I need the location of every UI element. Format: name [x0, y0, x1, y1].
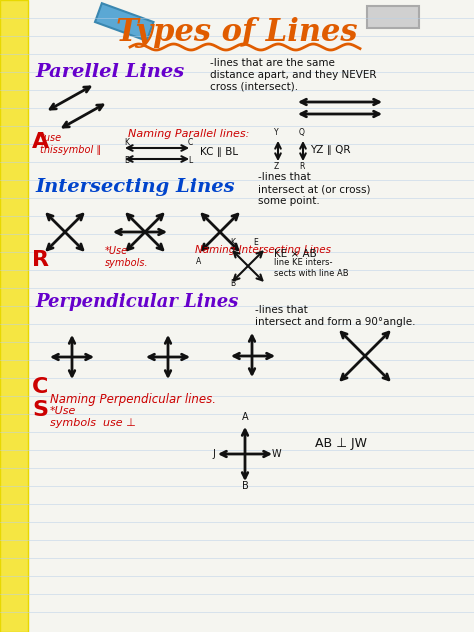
Text: B: B — [124, 156, 129, 165]
Text: S: S — [32, 400, 48, 420]
Text: K: K — [124, 138, 129, 147]
Text: Types of Lines: Types of Lines — [116, 16, 358, 47]
Text: Q: Q — [299, 128, 305, 137]
Text: A: A — [32, 132, 49, 152]
Text: -lines that
intersect and form a 90°angle.: -lines that intersect and form a 90°angl… — [255, 305, 416, 327]
Text: Intersecting Lines: Intersecting Lines — [35, 178, 235, 196]
Text: Parellel Lines: Parellel Lines — [35, 63, 184, 81]
Text: Naming Perpendicular lines.: Naming Perpendicular lines. — [50, 394, 216, 406]
Text: B: B — [242, 481, 249, 491]
Text: *Use
symbols.: *Use symbols. — [105, 246, 149, 268]
Text: KE ⨯ AB: KE ⨯ AB — [274, 249, 317, 259]
Text: R: R — [32, 250, 49, 270]
Text: *use
thissymbol ∥: *use thissymbol ∥ — [40, 133, 101, 155]
Text: *Use
symbols  use ⊥: *Use symbols use ⊥ — [50, 406, 136, 428]
Text: line KE inters-
sects with line AB: line KE inters- sects with line AB — [274, 258, 348, 277]
Text: -lines that
intersect at (or cross)
some point.: -lines that intersect at (or cross) some… — [258, 173, 371, 205]
Text: Naming Intersecting Lines: Naming Intersecting Lines — [195, 245, 331, 255]
Text: K: K — [230, 238, 235, 247]
Text: AB ⊥ JW: AB ⊥ JW — [315, 437, 367, 451]
FancyBboxPatch shape — [0, 0, 28, 632]
Text: YZ ∥ QR: YZ ∥ QR — [310, 145, 350, 155]
Text: C: C — [188, 138, 193, 147]
Bar — [95, 3, 154, 41]
Text: Perpendicular Lines: Perpendicular Lines — [35, 293, 238, 311]
Text: J: J — [212, 449, 215, 459]
Text: Naming Parallel lines:: Naming Parallel lines: — [128, 129, 249, 139]
Text: Y: Y — [274, 128, 279, 137]
Text: B: B — [230, 279, 235, 288]
Text: C: C — [32, 377, 48, 397]
Text: A: A — [196, 257, 201, 266]
Text: A: A — [242, 412, 249, 422]
Text: Z: Z — [274, 162, 279, 171]
FancyBboxPatch shape — [367, 6, 419, 28]
Text: W: W — [272, 449, 282, 459]
Text: R: R — [299, 162, 304, 171]
Text: E: E — [253, 238, 258, 247]
Text: L: L — [188, 156, 192, 165]
Text: KC ∥ BL: KC ∥ BL — [200, 147, 238, 157]
Text: -lines that are the same
distance apart, and they NEVER
cross (intersect).: -lines that are the same distance apart,… — [210, 58, 376, 92]
